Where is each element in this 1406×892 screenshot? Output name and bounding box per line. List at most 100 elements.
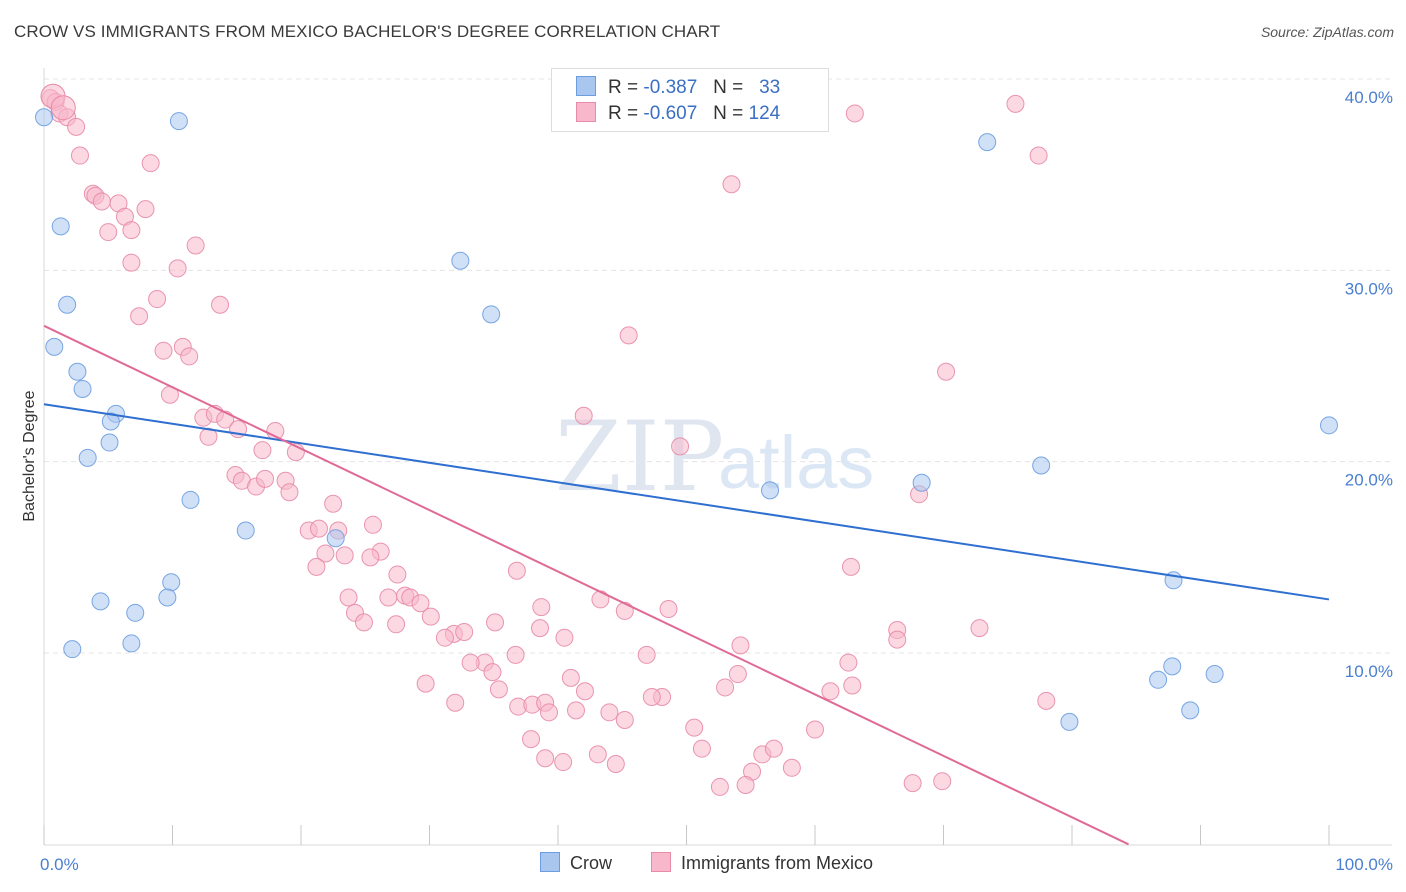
crow-point — [451, 251, 470, 270]
crow-trend-line — [43, 403, 1330, 601]
mexico-point — [540, 703, 559, 722]
crow-point — [912, 473, 931, 492]
mexico-point — [575, 682, 594, 701]
mexico-point — [716, 678, 735, 697]
mexico-point — [280, 483, 299, 502]
mexico-point — [379, 588, 398, 607]
mexico-point — [731, 636, 750, 655]
mexico-point — [141, 154, 160, 173]
legend-n-label: N = — [713, 103, 744, 124]
mexico-point — [122, 221, 141, 240]
crow-point — [236, 521, 255, 540]
y-tick-label: 10.0% — [1345, 662, 1393, 681]
mexico-point — [591, 590, 610, 609]
mexico-point — [839, 653, 858, 672]
y-tick-label: 30.0% — [1345, 279, 1393, 298]
gridlines — [44, 78, 1390, 654]
mexico-point — [554, 753, 573, 772]
mexico-point — [574, 406, 593, 425]
crow-point — [181, 490, 200, 509]
legend-r-label: R = — [608, 77, 639, 98]
mexico-point — [728, 665, 747, 684]
y-axis-label: Bachelor's Degree — [21, 390, 38, 521]
mexico-point — [99, 223, 118, 242]
mexico-point — [615, 710, 634, 729]
mexico-point — [67, 117, 86, 136]
mexico-point — [615, 601, 634, 620]
mexico-point — [845, 104, 864, 123]
chart-title: CROW VS IMMIGRANTS FROM MEXICO BACHELOR'… — [14, 22, 721, 41]
bottom-legend-crow[interactable]: Crow — [540, 852, 612, 874]
crow-swatch — [576, 76, 596, 96]
mexico-point — [532, 598, 551, 617]
mexico-point — [588, 745, 607, 764]
mexico-n-value: 124 — [748, 103, 781, 124]
crow-point — [1181, 701, 1200, 720]
crow-point — [91, 592, 110, 611]
legend-r-label: R = — [608, 103, 639, 124]
mexico-point — [486, 613, 505, 632]
mexico-point — [1006, 94, 1025, 113]
mexico-point — [937, 362, 956, 381]
legend-row-mexico: R = -0.607 N = 124 — [576, 102, 780, 124]
bottom-legend-mexico[interactable]: Immigrants from Mexico — [651, 852, 873, 874]
mexico-point — [566, 701, 585, 720]
mexico-point — [411, 594, 430, 613]
mexico-point — [361, 548, 380, 567]
mexico-point — [186, 236, 205, 255]
mexico-point — [671, 437, 690, 456]
mexico-point — [148, 290, 167, 309]
mexico-legend-swatch — [651, 852, 671, 872]
mexico-point — [710, 777, 729, 796]
mexico-point — [416, 674, 435, 693]
crow-point — [1032, 456, 1051, 475]
crow-r-value: -0.387 — [643, 77, 698, 98]
mexico-point — [70, 146, 89, 165]
mexico-point — [354, 613, 373, 632]
crow-point — [63, 640, 82, 659]
mexico-point — [316, 544, 335, 563]
mexico-point — [531, 619, 550, 638]
mexico-point — [764, 739, 783, 758]
crow-point — [1060, 712, 1079, 731]
mexico-point — [461, 653, 480, 672]
crow-point — [126, 603, 145, 622]
mexico-point — [180, 347, 199, 366]
legend-row-crow: R = -0.387 N = 33 — [576, 76, 780, 98]
watermark: ZIP atlas — [555, 401, 874, 513]
y-tick-label: 20.0% — [1345, 471, 1393, 490]
mexico-point — [736, 776, 755, 795]
crow-point — [326, 529, 345, 548]
mexico-point — [970, 619, 989, 638]
crow-point — [58, 295, 77, 314]
mexico-point — [637, 645, 656, 664]
mexico-point — [933, 772, 952, 791]
mexico-point — [782, 758, 801, 777]
crow-point — [35, 108, 53, 127]
mexico-point — [642, 688, 661, 707]
mexico-point — [536, 749, 555, 768]
mexico-point — [136, 200, 155, 219]
crow-point — [73, 379, 92, 398]
crow-point — [101, 412, 120, 431]
mexico-point — [435, 628, 454, 647]
mexico-point — [806, 720, 824, 739]
crow-point — [761, 481, 780, 500]
axes — [43, 68, 1392, 846]
watermark-atlas: atlas — [718, 421, 874, 504]
mexico-point — [507, 561, 526, 580]
crow-legend-label: Crow — [570, 853, 613, 873]
mexico-point — [421, 607, 440, 626]
mexico-swatch — [576, 102, 596, 122]
mexico-point — [92, 192, 111, 211]
mexico-point — [685, 718, 704, 737]
mexico-point — [307, 557, 326, 576]
mexico-point — [256, 469, 275, 488]
mexico-point — [522, 730, 541, 749]
mexico-point — [619, 326, 638, 345]
mexico-point — [841, 557, 860, 576]
mexico-point — [130, 307, 149, 326]
mexico-point — [168, 259, 187, 278]
mexico-point — [555, 628, 574, 647]
